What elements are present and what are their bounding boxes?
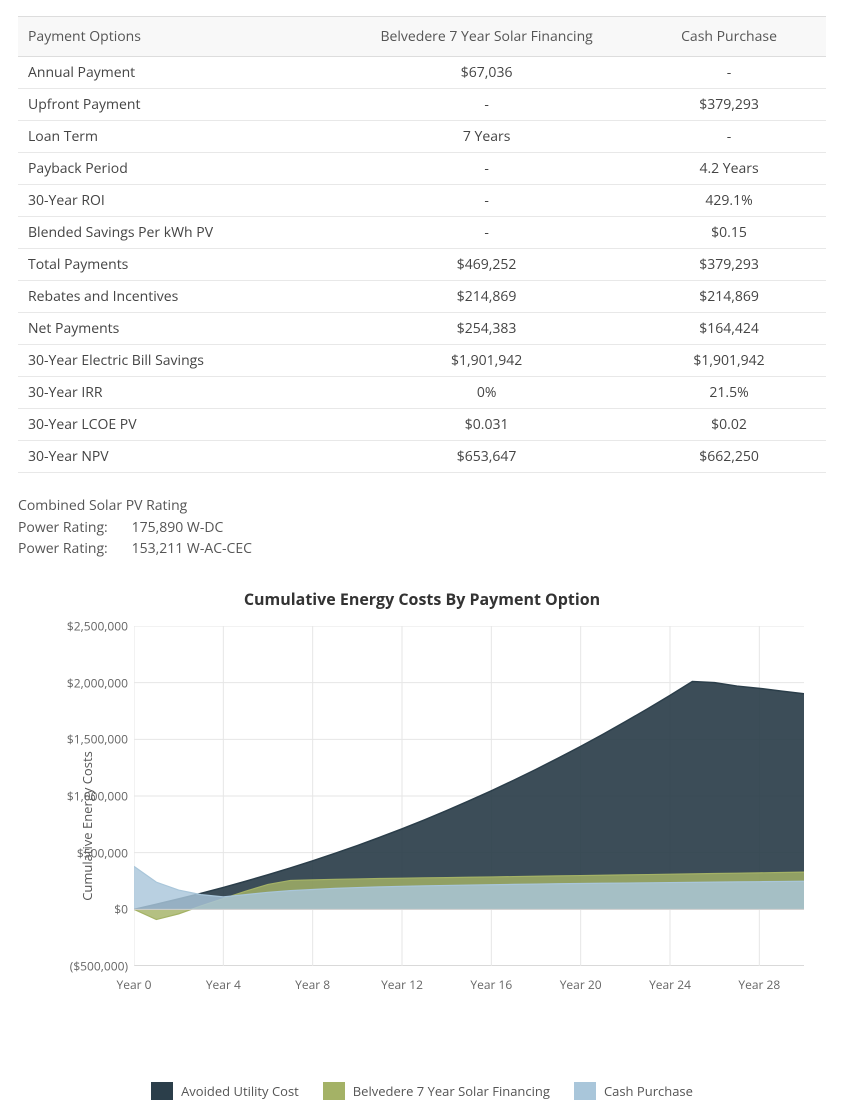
row-label: Loan Term	[18, 121, 341, 153]
pv-rating-label: Power Rating:	[18, 538, 128, 560]
row-value-cash: $379,293	[632, 89, 826, 121]
row-label: 30-Year IRR	[18, 377, 341, 409]
legend-item: Belvedere 7 Year Solar Financing	[323, 1082, 550, 1100]
x-tick-label: Year 0	[117, 976, 152, 993]
row-label: 30-Year ROI	[18, 185, 341, 217]
row-label: Blended Savings Per kWh PV	[18, 217, 341, 249]
pv-rating-row: Power Rating: 175,890 W-DC	[18, 517, 826, 539]
row-value-financing: -	[341, 217, 632, 249]
pv-rating-value: 175,890 W-DC	[132, 518, 224, 537]
legend-swatch	[323, 1082, 345, 1100]
row-value-financing: $214,869	[341, 281, 632, 313]
row-label: Net Payments	[18, 313, 341, 345]
table-row: 30-Year IRR0%21.5%	[18, 377, 826, 409]
table-row: 30-Year LCOE PV$0.031$0.02	[18, 409, 826, 441]
row-label: Annual Payment	[18, 57, 341, 89]
row-value-financing: $469,252	[341, 249, 632, 281]
chart-y-ticks: $2,500,000 $2,000,000 $1,500,000 $1,000,000…	[36, 616, 128, 1036]
y-tick-label: ($500,000)	[36, 958, 128, 975]
legend-item: Avoided Utility Cost	[151, 1082, 299, 1100]
legend-label: Avoided Utility Cost	[181, 1082, 299, 1100]
col-header-cash: Cash Purchase	[632, 17, 826, 57]
y-tick-label: $1,000,000	[36, 788, 128, 805]
y-tick-label: $2,500,000	[36, 618, 128, 635]
row-value-financing: $653,647	[341, 441, 632, 473]
row-value-cash: 429.1%	[632, 185, 826, 217]
table-row: Upfront Payment-$379,293	[18, 89, 826, 121]
legend-item: Cash Purchase	[574, 1082, 693, 1100]
chart-plot-area	[134, 626, 804, 966]
row-label: 30-Year NPV	[18, 441, 341, 473]
row-label: 30-Year LCOE PV	[18, 409, 341, 441]
table-header-row: Payment Options Belvedere 7 Year Solar F…	[18, 17, 826, 57]
table-row: 30-Year Electric Bill Savings$1,901,942$…	[18, 345, 826, 377]
x-tick-label: Year 8	[295, 976, 330, 993]
row-value-cash: $379,293	[632, 249, 826, 281]
cumulative-cost-chart: Cumulative Energy Costs $2,500,000$2,000…	[18, 616, 826, 1036]
chart-x-ticks: Year 0Year 4Year 8Year 12Year 16Year 20Y…	[134, 968, 804, 988]
row-value-financing: -	[341, 89, 632, 121]
row-value-financing: $254,383	[341, 313, 632, 345]
row-value-cash: -	[632, 121, 826, 153]
x-tick-label: Year 20	[560, 976, 602, 993]
row-label: 30-Year Electric Bill Savings	[18, 345, 341, 377]
row-value-financing: $0.031	[341, 409, 632, 441]
row-value-cash: $164,424	[632, 313, 826, 345]
row-value-cash: $214,869	[632, 281, 826, 313]
table-row: Total Payments$469,252$379,293	[18, 249, 826, 281]
row-value-financing: -	[341, 153, 632, 185]
x-tick-label: Year 28	[738, 976, 780, 993]
table-row: Rebates and Incentives$214,869$214,869	[18, 281, 826, 313]
table-row: 30-Year NPV$653,647$662,250	[18, 441, 826, 473]
y-tick-label: $500,000	[36, 844, 128, 861]
row-value-financing: $1,901,942	[341, 345, 632, 377]
row-label: Rebates and Incentives	[18, 281, 341, 313]
payment-options-table: Payment Options Belvedere 7 Year Solar F…	[18, 16, 826, 473]
row-label: Upfront Payment	[18, 89, 341, 121]
pv-rating-title: Combined Solar PV Rating	[18, 495, 826, 517]
table-row: 30-Year ROI-429.1%	[18, 185, 826, 217]
table-row: Payback Period-4.2 Years	[18, 153, 826, 185]
y-tick-label: $1,500,000	[36, 731, 128, 748]
row-value-financing: -	[341, 185, 632, 217]
row-value-cash: $662,250	[632, 441, 826, 473]
legend-swatch	[574, 1082, 596, 1100]
pv-rating-value: 153,211 W-AC-CEC	[132, 539, 252, 558]
row-label: Total Payments	[18, 249, 341, 281]
row-value-financing: 7 Years	[341, 121, 632, 153]
y-tick-label: $0	[36, 901, 128, 918]
x-tick-label: Year 12	[381, 976, 423, 993]
y-tick-label: $2,000,000	[36, 674, 128, 691]
table-row: Annual Payment$67,036-	[18, 57, 826, 89]
legend-swatch	[151, 1082, 173, 1100]
row-value-cash: $0.15	[632, 217, 826, 249]
x-tick-label: Year 16	[470, 976, 512, 993]
legend-label: Cash Purchase	[604, 1082, 693, 1100]
chart-title: Cumulative Energy Costs By Payment Optio…	[18, 588, 826, 610]
row-value-financing: 0%	[341, 377, 632, 409]
row-value-cash: -	[632, 57, 826, 89]
col-header-options: Payment Options	[18, 17, 341, 57]
row-label: Payback Period	[18, 153, 341, 185]
row-value-cash: 21.5%	[632, 377, 826, 409]
row-value-cash: $0.02	[632, 409, 826, 441]
row-value-cash: $1,901,942	[632, 345, 826, 377]
row-value-cash: 4.2 Years	[632, 153, 826, 185]
pv-rating-label: Power Rating:	[18, 517, 128, 539]
pv-rating-block: Combined Solar PV Rating Power Rating: 1…	[18, 495, 826, 560]
x-tick-label: Year 24	[649, 976, 691, 993]
row-value-financing: $67,036	[341, 57, 632, 89]
x-tick-label: Year 4	[206, 976, 241, 993]
col-header-financing: Belvedere 7 Year Solar Financing	[341, 17, 632, 57]
pv-rating-row: Power Rating: 153,211 W-AC-CEC	[18, 538, 826, 560]
table-row: Loan Term7 Years-	[18, 121, 826, 153]
table-row: Net Payments$254,383$164,424	[18, 313, 826, 345]
legend-label: Belvedere 7 Year Solar Financing	[353, 1082, 550, 1100]
table-row: Blended Savings Per kWh PV-$0.15	[18, 217, 826, 249]
chart-legend: Avoided Utility Cost Belvedere 7 Year Sol…	[18, 1082, 826, 1104]
